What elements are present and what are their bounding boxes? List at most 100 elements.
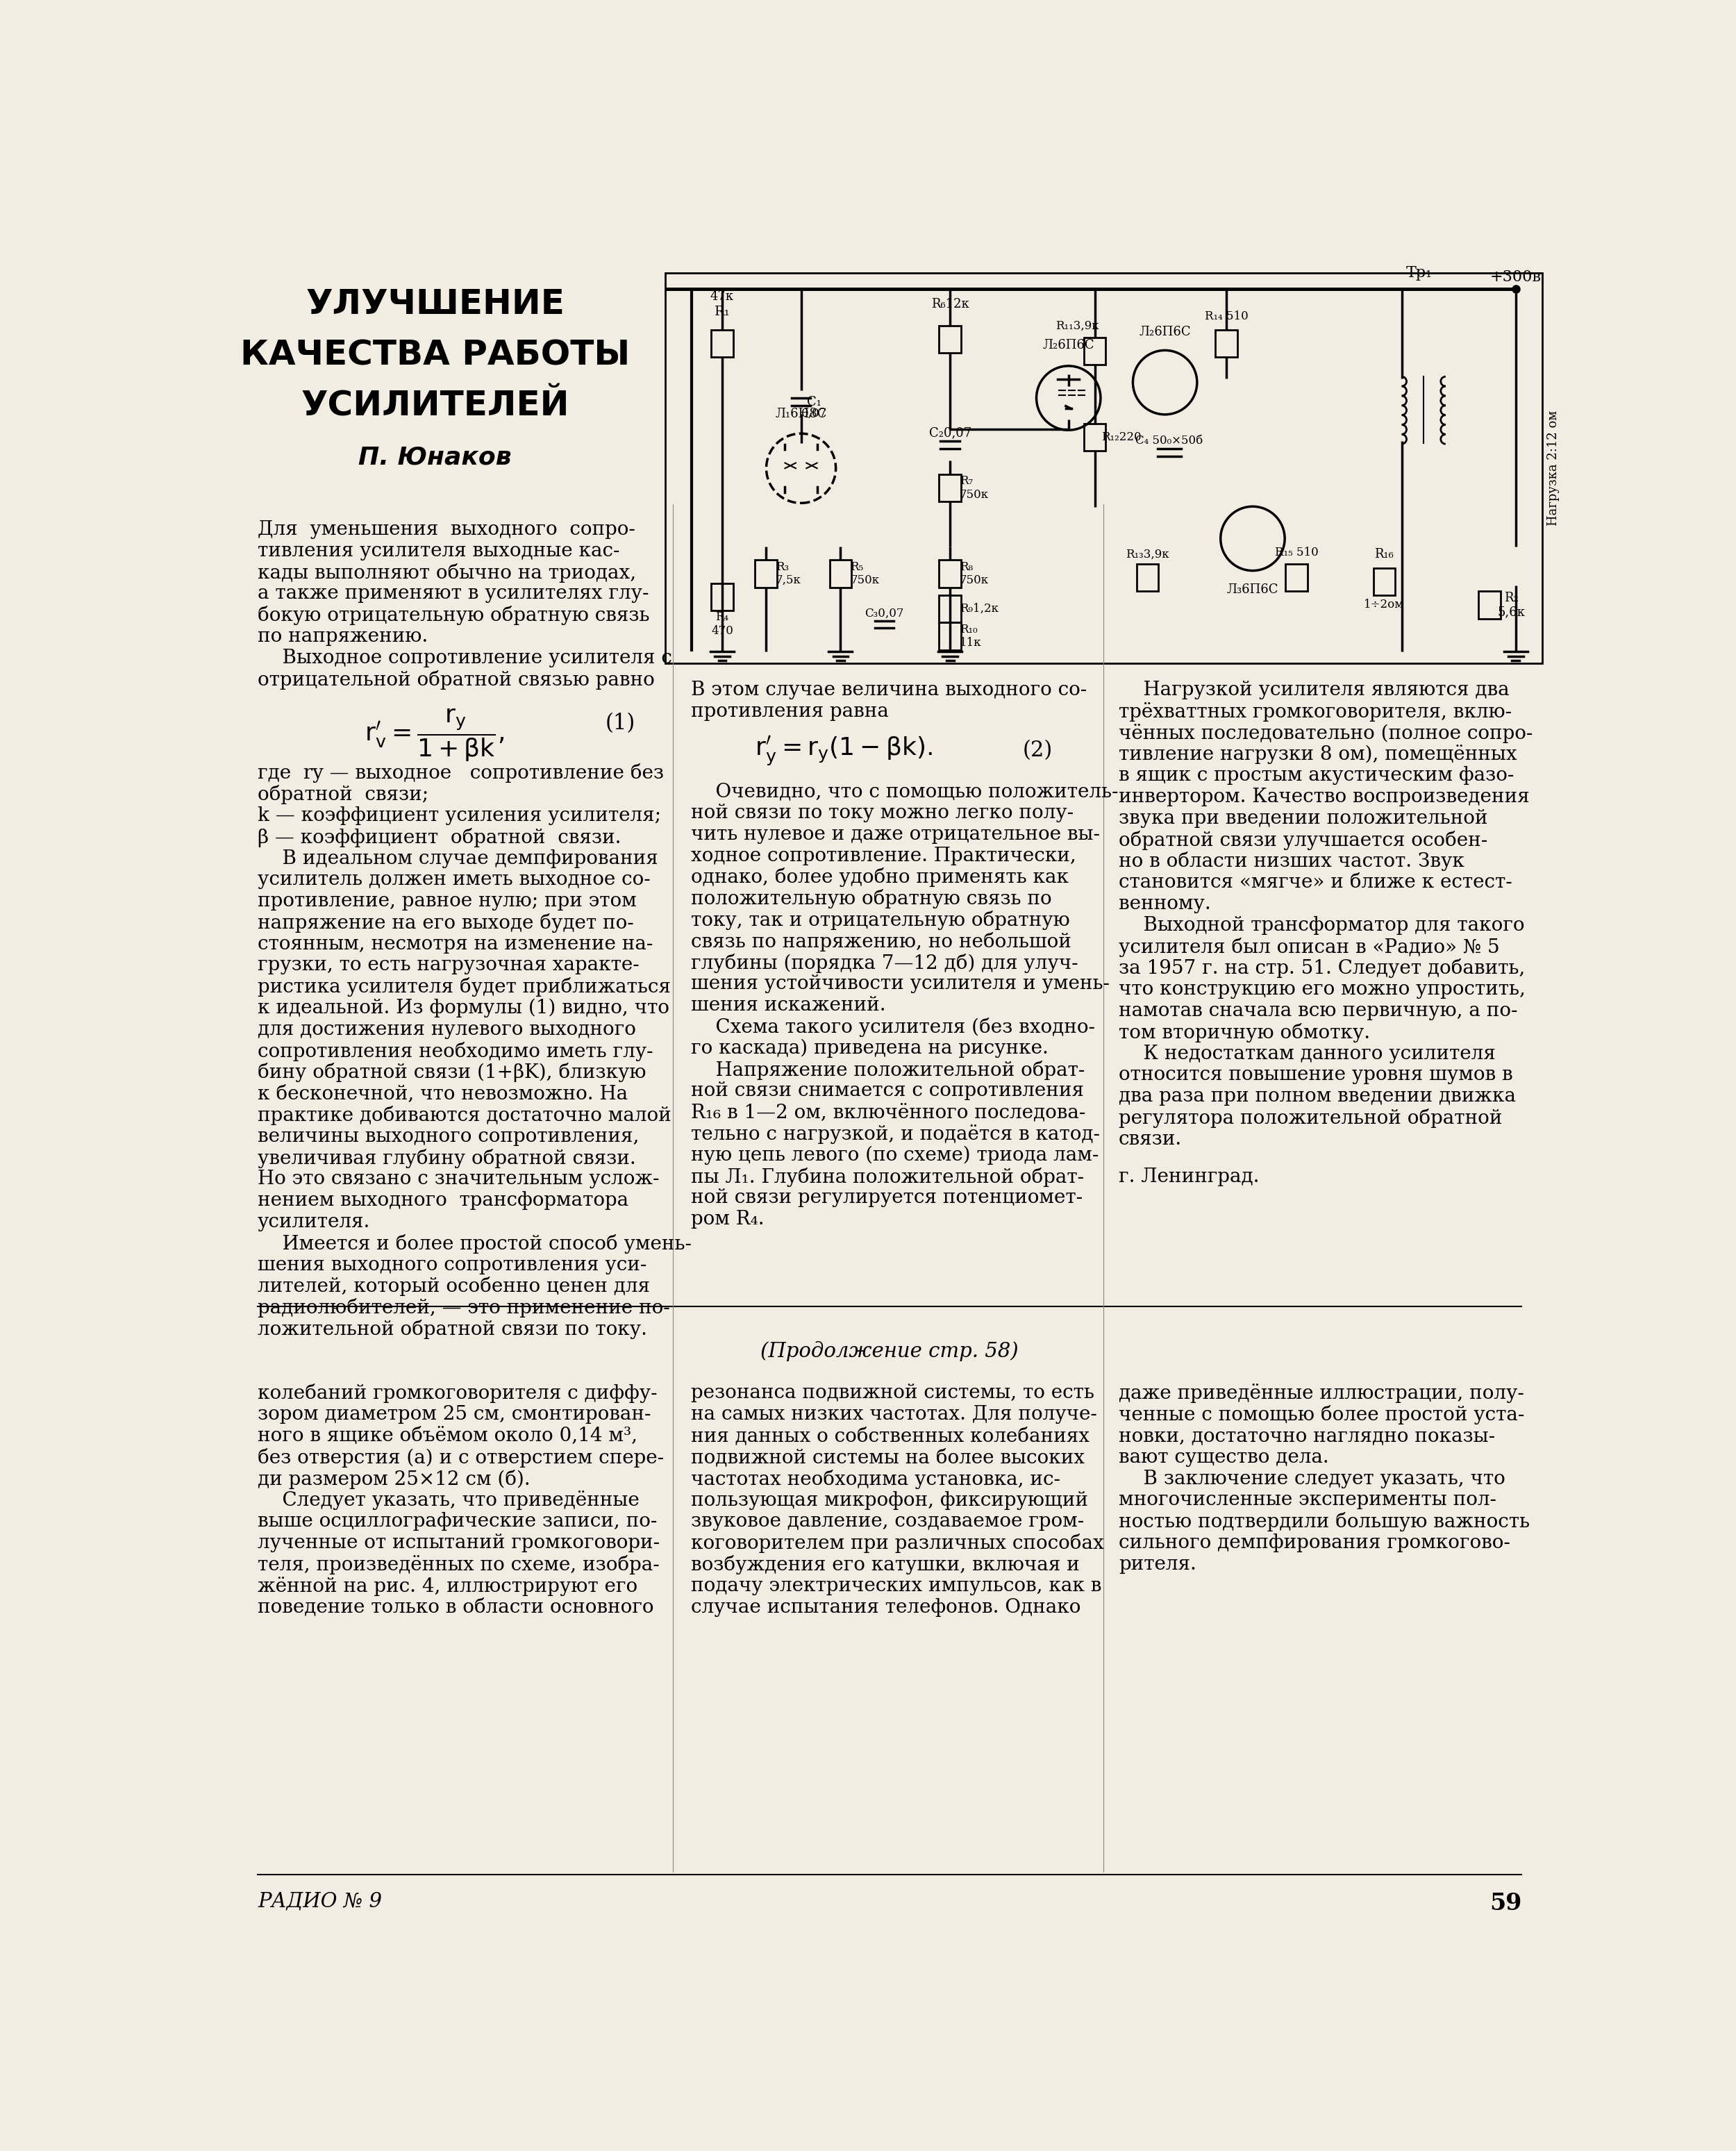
Text: $\mathrm{r_y' = r_y(1 - \beta k).}$: $\mathrm{r_y' = r_y(1 - \beta k).}$ [755, 733, 932, 768]
Text: $\mathrm{r_v' = \dfrac{r_y}{1 + \beta k},}$: $\mathrm{r_v' = \dfrac{r_y}{1 + \beta k}… [365, 708, 505, 764]
Text: Имеется и более простой способ умень-: Имеется и более простой способ умень- [257, 1235, 691, 1254]
Text: для достижения нулевого выходного: для достижения нулевого выходного [257, 1020, 635, 1039]
Text: увеличивая глубину обратной связи.: увеличивая глубину обратной связи. [257, 1149, 635, 1168]
Text: грузки, то есть нагрузочная характе-: грузки, то есть нагрузочная характе- [257, 955, 639, 974]
Bar [939, 325, 962, 353]
Text: R₁: R₁ [713, 305, 729, 318]
Text: Л₃6П6С: Л₃6П6С [1227, 583, 1278, 596]
Text: ной связи по току можно легко полу-: ной связи по току можно легко полу- [691, 804, 1073, 822]
Text: R₁₆: R₁₆ [1375, 549, 1394, 561]
Text: (1): (1) [606, 712, 635, 733]
Text: многочисленные эксперименты пол-: многочисленные эксперименты пол- [1118, 1491, 1496, 1510]
Text: В идеальном случае демпфирования: В идеальном случае демпфирования [257, 850, 658, 867]
Text: +300в: +300в [1489, 269, 1542, 284]
Text: В заключение следует указать, что: В заключение следует указать, что [1118, 1469, 1505, 1488]
Text: рителя.: рителя. [1118, 1555, 1196, 1575]
Text: току, так и отрицательную обратную: току, так и отрицательную обратную [691, 910, 1069, 929]
Text: ди размером 25×12 см (б).: ди размером 25×12 см (б). [257, 1469, 531, 1488]
Text: связи.: связи. [1118, 1129, 1182, 1149]
Text: резонанса подвижной системы, то есть: резонанса подвижной системы, то есть [691, 1383, 1094, 1402]
Text: а также применяют в усилителях глу-: а также применяют в усилителях глу- [257, 585, 649, 602]
Text: величины выходного сопротивления,: величины выходного сопротивления, [257, 1127, 639, 1146]
Text: звука при введении положительной: звука при введении положительной [1118, 809, 1488, 828]
Text: практике добиваются достаточно малой: практике добиваются достаточно малой [257, 1106, 672, 1125]
Text: том вторичную обмотку.: том вторичную обмотку. [1118, 1024, 1370, 1043]
Text: k — коэффициент усиления усилителя;: k — коэффициент усиления усилителя; [257, 807, 661, 826]
Text: R₉1,2к: R₉1,2к [960, 602, 998, 615]
Text: R₃
7,5к: R₃ 7,5к [776, 561, 802, 587]
Text: R₁₂220: R₁₂220 [1101, 430, 1141, 443]
Text: лученные от испытаний громкоговори-: лученные от испытаний громкоговори- [257, 1534, 660, 1553]
Text: поведение только в области основного: поведение только в области основного [257, 1598, 654, 1618]
Text: колебаний громкоговорителя с диффу-: колебаний громкоговорителя с диффу- [257, 1383, 658, 1402]
Text: за 1957 г. на стр. 51. Следует добавить,: за 1957 г. на стр. 51. Следует добавить, [1118, 959, 1524, 979]
Text: R₁₄ 510: R₁₄ 510 [1205, 310, 1248, 323]
Bar [830, 559, 851, 587]
Text: выше осциллографические записи, по-: выше осциллографические записи, по- [257, 1512, 658, 1532]
Text: противление, равное нулю; при этом: противление, равное нулю; при этом [257, 893, 637, 910]
Text: C₁: C₁ [807, 396, 821, 409]
Text: усилитель должен иметь выходное со-: усилитель должен иметь выходное со- [257, 871, 651, 888]
Text: инвертором. Качество воспроизведения: инвертором. Качество воспроизведения [1118, 787, 1529, 807]
Text: Л₂6П6С: Л₂6П6С [1139, 325, 1191, 338]
Text: ностью подтвердили большую важность: ностью подтвердили большую важность [1118, 1512, 1529, 1532]
Text: частотах необходима установка, ис-: частотах необходима установка, ис- [691, 1469, 1061, 1488]
Text: однако, более удобно применять как: однако, более удобно применять как [691, 867, 1069, 886]
Text: ром R₄.: ром R₄. [691, 1211, 764, 1228]
Text: нением выходного  трансформатора: нением выходного трансформатора [257, 1192, 628, 1211]
Text: глубины (порядка 7—12 дб) для улуч-: глубины (порядка 7—12 дб) для улуч- [691, 953, 1078, 972]
Text: отрицательной обратной связью равно: отрицательной обратной связью равно [257, 669, 654, 688]
Text: β — коэффициент  обратной  связи.: β — коэффициент обратной связи. [257, 828, 621, 847]
Text: Л₁6Н8С: Л₁6Н8С [776, 407, 826, 419]
Text: УЛУЧШЕНИЕ: УЛУЧШЕНИЕ [306, 288, 564, 320]
Text: R₂
5,6к: R₂ 5,6к [1498, 592, 1526, 617]
Text: зором диаметром 25 см, смонтирован-: зором диаметром 25 см, смонтирован- [257, 1405, 651, 1424]
Text: к бесконечной, что невозможно. На: к бесконечной, что невозможно. На [257, 1084, 628, 1103]
Text: пользующая микрофон, фиксирующий: пользующая микрофон, фиксирующий [691, 1491, 1088, 1510]
Text: ную цепь левого (по схеме) триода лам-: ную цепь левого (по схеме) триода лам- [691, 1146, 1099, 1166]
Text: случае испытания телефонов. Однако: случае испытания телефонов. Однако [691, 1598, 1080, 1618]
Bar [1373, 568, 1396, 596]
Text: шения устойчивости усилителя и умень-: шения устойчивости усилителя и умень- [691, 974, 1109, 994]
Text: R₅
750к: R₅ 750к [851, 561, 880, 587]
Text: R₁₆ в 1—2 ом, включённого последова-: R₁₆ в 1—2 ом, включённого последова- [691, 1103, 1085, 1123]
Text: г. Ленинград.: г. Ленинград. [1118, 1168, 1259, 1185]
Text: КАЧЕСТВА РАБОТЫ: КАЧЕСТВА РАБОТЫ [240, 338, 630, 372]
Text: ного в ящике объёмом около 0,14 м³,: ного в ящике объёмом около 0,14 м³, [257, 1426, 637, 1445]
Text: R₁₀
11к: R₁₀ 11к [960, 624, 981, 650]
Bar [1137, 564, 1158, 592]
Text: 47к: 47к [710, 290, 734, 303]
Text: R₁₃3,9к: R₁₃3,9к [1125, 549, 1168, 559]
Text: R₈
750к: R₈ 750к [960, 561, 990, 587]
Text: коговорителем при различных способах: коговорителем при различных способах [691, 1534, 1104, 1553]
Text: 0,07: 0,07 [802, 409, 828, 419]
Text: ристика усилителя будет приближаться: ристика усилителя будет приближаться [257, 977, 670, 996]
Text: РАДИО № 9: РАДИО № 9 [257, 1893, 382, 1912]
Bar [1215, 329, 1238, 357]
Text: на самых низких частотах. Для получе-: на самых низких частотах. Для получе- [691, 1405, 1097, 1424]
Text: радиолюбителей, — это применение по-: радиолюбителей, — это применение по- [257, 1299, 670, 1319]
Text: к идеальной. Из формулы (1) видно, что: к идеальной. Из формулы (1) видно, что [257, 998, 670, 1017]
Text: Следует указать, что приведённые: Следует указать, что приведённые [257, 1491, 639, 1510]
Text: жённой на рис. 4, иллюстрируют его: жённой на рис. 4, иллюстрируют его [257, 1577, 637, 1596]
Bar [755, 559, 778, 587]
Text: без отверстия (а) и с отверстием спере-: без отверстия (а) и с отверстием спере- [257, 1448, 663, 1467]
Text: П. Юнаков: П. Юнаков [359, 445, 512, 469]
Text: ной связи снимается с сопротивления: ной связи снимается с сопротивления [691, 1082, 1083, 1101]
Text: тельно с нагрузкой, и подаётся в катод-: тельно с нагрузкой, и подаётся в катод- [691, 1125, 1101, 1144]
Text: сильного демпфирования громкогово-: сильного демпфирования громкогово- [1118, 1534, 1510, 1553]
Text: 1÷2ом: 1÷2ом [1364, 598, 1404, 611]
Text: стоянным, несмотря на изменение на-: стоянным, несмотря на изменение на- [257, 936, 653, 953]
Text: подвижной системы на более высоких: подвижной системы на более высоких [691, 1448, 1085, 1467]
Text: вают существо дела.: вают существо дела. [1118, 1448, 1328, 1467]
Bar [665, 273, 1542, 663]
Text: Тр₁: Тр₁ [1406, 265, 1432, 282]
Text: лителей, который особенно ценен для: лителей, который особенно ценен для [257, 1278, 649, 1297]
Text: кады выполняют обычно на триодах,: кады выполняют обычно на триодах, [257, 564, 635, 583]
Text: Выходной трансформатор для такого: Выходной трансформатор для такого [1118, 916, 1524, 936]
Text: усилителя.: усилителя. [257, 1213, 370, 1233]
Bar [1083, 424, 1106, 452]
Text: Схема такого усилителя (без входно-: Схема такого усилителя (без входно- [691, 1017, 1095, 1037]
Bar [712, 583, 733, 611]
Bar [1083, 338, 1106, 366]
